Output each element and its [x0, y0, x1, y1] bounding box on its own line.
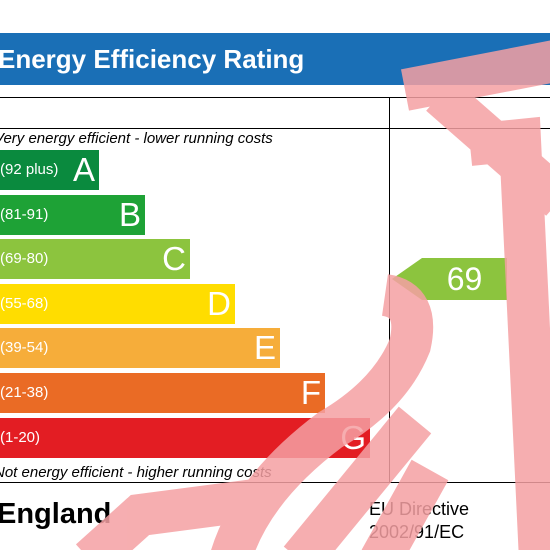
current-rating-value: 69 — [446, 261, 483, 297]
band-b: (81-91) B — [0, 195, 145, 235]
band-c: (69-80) C — [0, 239, 190, 279]
band-b-letter: B — [118, 196, 141, 233]
band-d-letter: D — [207, 285, 231, 322]
band-a-letter: A — [72, 151, 95, 188]
country-label: England — [0, 498, 112, 530]
band-f: (21-38) F — [0, 373, 325, 413]
directive-line-2: 2002/91/EC — [369, 522, 465, 542]
band-f-range: (21-38) — [0, 384, 49, 401]
frame-divider-line — [389, 97, 390, 482]
band-e-letter: E — [253, 329, 276, 366]
band-d-range: (55-68) — [0, 295, 49, 312]
frame-header-line — [0, 128, 550, 129]
band-c-letter: C — [162, 240, 186, 277]
band-g-letter: G — [340, 419, 366, 456]
current-rating-arrow: 69 — [392, 258, 507, 300]
caption-efficient: Very energy efficient - lower running co… — [0, 130, 273, 147]
band-c-range: (69-80) — [0, 250, 49, 267]
band-a-range: (92 plus) — [0, 161, 59, 178]
band-e: (39-54) E — [0, 328, 280, 368]
band-g-range: (1-20) — [0, 429, 41, 446]
band-g: (1-20) G — [0, 418, 370, 458]
title-bar: Energy Efficiency Rating — [0, 33, 550, 85]
caption-inefficient: Not energy efficient - higher running co… — [0, 464, 272, 481]
frame-top-line — [0, 97, 550, 98]
band-f-letter: F — [300, 374, 321, 411]
band-d: (55-68) D — [0, 284, 235, 324]
directive-line-1: EU Directive — [369, 499, 470, 519]
frame-bottom-line — [0, 482, 550, 483]
band-b-range: (81-91) — [0, 206, 49, 223]
band-a: (92 plus) A — [0, 150, 99, 190]
chart-title: Energy Efficiency Rating — [0, 44, 305, 74]
eu-directive: EU Directive 2002/91/EC — [369, 498, 469, 544]
band-e-range: (39-54) — [0, 339, 49, 356]
